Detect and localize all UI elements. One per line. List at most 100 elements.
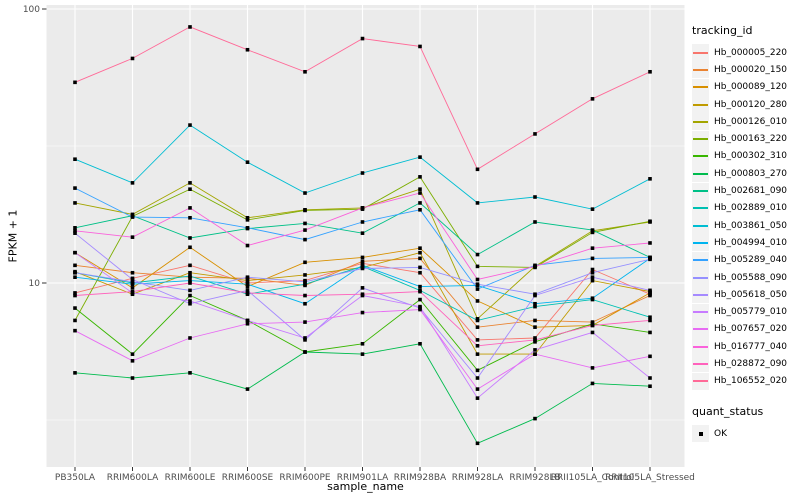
legend-line-swatch xyxy=(693,224,708,227)
legend-item-label: Hb_007657_020 xyxy=(714,324,788,335)
data-point xyxy=(303,336,307,340)
legend-key xyxy=(692,44,709,62)
data-point xyxy=(533,340,537,344)
data-point xyxy=(188,336,192,340)
data-point xyxy=(130,376,135,380)
data-point xyxy=(590,246,595,250)
data-point xyxy=(245,291,250,295)
legend-line-swatch xyxy=(693,138,708,141)
data-point xyxy=(73,275,77,279)
legend-item: Hb_005779_010 xyxy=(692,303,798,321)
data-point xyxy=(360,286,365,290)
data-point xyxy=(648,293,652,298)
data-point xyxy=(648,69,652,74)
data-point xyxy=(130,56,135,61)
legend-item-label: Hb_004994_010 xyxy=(714,237,788,248)
data-point xyxy=(590,228,595,232)
data-point xyxy=(648,354,652,359)
legend-line-swatch xyxy=(693,155,708,158)
legend-item-label: Hb_000126_010 xyxy=(714,116,788,127)
legend-line-swatch xyxy=(693,380,708,383)
data-point xyxy=(418,246,422,250)
legend-item: Hb_000163_220 xyxy=(692,130,798,148)
data-point xyxy=(475,264,480,269)
legend-line-swatch xyxy=(693,172,708,175)
data-point xyxy=(360,292,365,297)
legend-item: Hb_000126_010 xyxy=(692,113,798,131)
data-point xyxy=(418,256,422,261)
data-point xyxy=(73,201,77,205)
data-point xyxy=(590,270,595,275)
data-point xyxy=(475,343,480,348)
data-point xyxy=(188,371,192,375)
data-point xyxy=(245,387,250,391)
data-point xyxy=(73,250,77,255)
legend-item: Hb_005588_090 xyxy=(692,269,798,286)
data-point xyxy=(245,47,250,52)
data-point xyxy=(648,177,652,181)
y-tick-label: 100 xyxy=(23,5,40,15)
data-point xyxy=(590,267,595,272)
data-point xyxy=(648,241,652,245)
data-point xyxy=(475,318,480,323)
data-point xyxy=(188,299,192,303)
data-point xyxy=(418,175,422,179)
data-point xyxy=(360,266,365,271)
data-point xyxy=(533,338,537,342)
data-point xyxy=(73,231,77,235)
legend-line-swatch xyxy=(693,207,708,210)
legend-item: Hb_002681_090 xyxy=(692,182,798,200)
legend-item: Hb_007657_020 xyxy=(692,320,798,338)
data-point xyxy=(130,282,135,286)
legend-key xyxy=(692,251,709,269)
legend-item: Hb_000005_220 xyxy=(692,44,798,62)
data-point xyxy=(475,299,480,303)
data-point xyxy=(303,350,307,354)
data-point xyxy=(475,338,480,342)
legend-key xyxy=(692,130,709,148)
legend-item: Hb_016777_040 xyxy=(692,338,798,356)
data-point xyxy=(130,359,135,363)
data-point xyxy=(648,315,652,320)
data-point xyxy=(418,270,422,275)
data-point xyxy=(245,275,250,279)
data-point xyxy=(188,293,192,298)
data-point xyxy=(648,384,652,389)
data-point xyxy=(303,280,307,284)
data-point xyxy=(245,218,250,222)
data-point xyxy=(303,273,307,277)
legend-key xyxy=(692,217,709,235)
legend-key xyxy=(692,165,709,183)
legend-line-swatch xyxy=(693,86,708,89)
data-point xyxy=(303,191,307,195)
legend-item-label: Hb_005588_090 xyxy=(714,272,788,283)
data-point xyxy=(590,296,595,301)
data-point xyxy=(418,304,422,309)
data-point xyxy=(418,191,422,195)
legend-key xyxy=(692,199,709,217)
data-point xyxy=(360,171,365,175)
data-point xyxy=(418,187,422,191)
data-point xyxy=(475,368,480,373)
x-tick-label: PB350LA xyxy=(55,473,96,483)
data-point xyxy=(418,297,422,302)
data-point xyxy=(188,278,192,283)
legend-item: Hb_003861_050 xyxy=(692,217,798,235)
data-point xyxy=(303,301,307,306)
data-point xyxy=(360,206,365,210)
data-point xyxy=(188,245,192,250)
data-point xyxy=(533,348,537,352)
legend-key xyxy=(692,96,709,114)
data-point xyxy=(303,282,307,286)
data-point xyxy=(533,293,537,298)
data-point xyxy=(475,441,480,446)
legend-line-swatch xyxy=(693,311,708,314)
legend-items: Hb_000005_220 Hb_000020_150 Hb_000089_120 H… xyxy=(692,44,798,390)
data-point xyxy=(188,301,192,306)
data-point xyxy=(73,229,77,233)
quant-legend-item: OK xyxy=(692,425,798,443)
data-point xyxy=(73,293,77,298)
data-point xyxy=(418,201,422,205)
data-point xyxy=(360,352,365,356)
